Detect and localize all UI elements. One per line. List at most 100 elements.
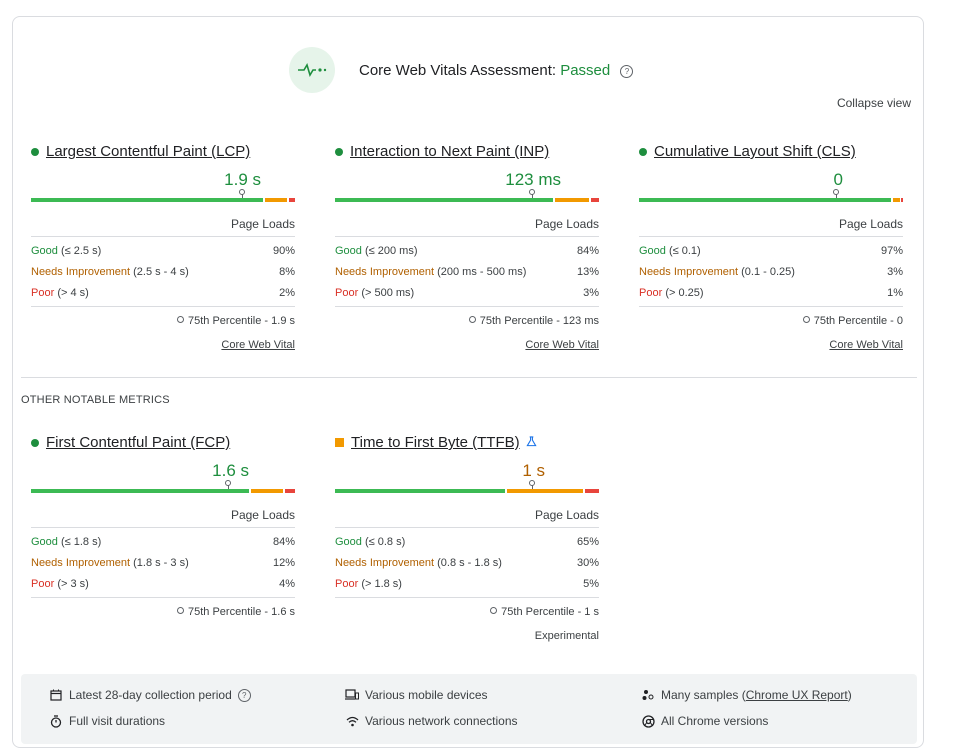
- metric-title: Time to First Byte (TTFB): [335, 434, 537, 451]
- metric-name-link[interactable]: Interaction to Next Paint (INP): [350, 143, 550, 160]
- help-icon[interactable]: ?: [237, 688, 251, 702]
- pin-icon: [468, 316, 476, 323]
- good-label: Good: [31, 245, 58, 257]
- poor-percent: 3%: [583, 287, 599, 299]
- percentile-label: 75th Percentile - 1.9 s: [176, 315, 295, 327]
- poor-percent: 1%: [887, 287, 903, 299]
- devices-text: Various mobile devices: [365, 688, 488, 702]
- metric-title: Largest Contentful Paint (LCP): [31, 143, 250, 160]
- percentile-text: 75th Percentile - 1.9 s: [187, 315, 295, 327]
- needs-improvement-percent: 13%: [576, 266, 599, 278]
- needs-improvement-range: (0.8 s - 1.8 s): [437, 557, 502, 569]
- poor-segment: [901, 198, 903, 202]
- good-range: (≤ 0.1): [668, 245, 701, 257]
- percentile-marker-icon: [532, 484, 533, 489]
- good-percent: 65%: [576, 536, 599, 548]
- visit-durations-text: Full visit durations: [69, 714, 166, 728]
- divider: [335, 236, 599, 237]
- poor-percent: 5%: [583, 578, 599, 590]
- distribution-bar: [639, 198, 903, 202]
- divider: [31, 306, 295, 307]
- metric-inp: Interaction to Next Paint (INP) 123 ms P…: [335, 143, 599, 353]
- metric-value: 1 s: [522, 461, 545, 480]
- percentile-pin-icon: [833, 189, 839, 195]
- good-status-dot-icon: [31, 147, 39, 156]
- good-percent: 97%: [880, 245, 903, 257]
- core-web-vital-link[interactable]: Core Web Vital: [829, 339, 903, 351]
- needs-improvement-percent: 3%: [887, 266, 903, 278]
- metric-title: Interaction to Next Paint (INP): [335, 143, 549, 160]
- percentile-label: 75th Percentile - 1.6 s: [176, 606, 295, 618]
- good-percent: 84%: [272, 536, 295, 548]
- good-segment: [335, 198, 553, 202]
- metric-cls: Cumulative Layout Shift (CLS) 0 Page Loa…: [639, 143, 903, 353]
- percentile-pin-icon: [529, 480, 535, 486]
- help-icon[interactable]: ?: [620, 64, 634, 78]
- needs-improvement-row: Needs Improvement (0.8 s - 1.8 s) 30%: [335, 557, 599, 569]
- metric-name-link[interactable]: Largest Contentful Paint (LCP): [46, 143, 251, 160]
- good-row: Good (≤ 2.5 s) 90%: [31, 245, 295, 257]
- calendar-icon: [49, 688, 63, 702]
- good-percent: 84%: [576, 245, 599, 257]
- good-segment: [335, 489, 505, 493]
- metric-value: 0: [833, 170, 843, 189]
- divider: [639, 306, 903, 307]
- divider: [31, 597, 295, 598]
- chrome-ux-report-link[interactable]: Chrome UX Report: [745, 688, 848, 702]
- good-label: Good: [639, 245, 666, 257]
- page-loads-label: Page Loads: [534, 217, 599, 231]
- poor-segment: [591, 198, 599, 202]
- good-label: Good: [335, 536, 362, 548]
- collapse-view-button[interactable]: Collapse view: [836, 96, 911, 110]
- percentile-pin-icon: [529, 189, 535, 195]
- metric-title: First Contentful Paint (FCP): [31, 434, 230, 451]
- wifi-icon: [345, 714, 359, 728]
- needs-improvement-status-square-icon: [335, 438, 344, 447]
- good-status-dot-icon: [31, 438, 39, 447]
- distribution-bar: [31, 489, 295, 493]
- needs-improvement-segment: [265, 198, 287, 202]
- poor-range: (> 4 s): [57, 287, 89, 299]
- distribution-bar: [335, 198, 599, 202]
- core-web-vital-link[interactable]: Core Web Vital: [221, 339, 295, 351]
- percentile-label: 75th Percentile - 0: [802, 315, 903, 327]
- poor-row: Poor (> 1.8 s) 5%: [335, 578, 599, 590]
- pin-icon: [176, 316, 184, 323]
- needs-improvement-range: (2.5 s - 4 s): [133, 266, 189, 278]
- poor-row: Poor (> 3 s) 4%: [31, 578, 295, 590]
- good-range: (≤ 0.8 s): [364, 536, 406, 548]
- divider: [335, 597, 599, 598]
- needs-improvement-segment: [893, 198, 900, 202]
- needs-improvement-row: Needs Improvement (200 ms - 500 ms) 13%: [335, 266, 599, 278]
- needs-improvement-row: Needs Improvement (0.1 - 0.25) 3%: [639, 266, 903, 278]
- network: Various network connections: [345, 714, 518, 728]
- page-loads-label: Page Loads: [534, 508, 599, 522]
- metric-name-link[interactable]: Time to First Byte (TTFB): [351, 434, 520, 451]
- needs-improvement-segment: [555, 198, 589, 202]
- pin-icon: [802, 316, 810, 323]
- chrome-versions: All Chrome versions: [641, 714, 768, 728]
- needs-improvement-percent: 12%: [272, 557, 295, 569]
- poor-range: (> 0.25): [665, 287, 704, 299]
- assessment-status: Passed: [560, 62, 611, 79]
- core-web-vitals-card: Core Web Vitals Assessment: Passed ? Col…: [12, 16, 924, 748]
- pulse-icon: [289, 47, 335, 93]
- pin-icon: [490, 607, 498, 614]
- poor-percent: 4%: [279, 578, 295, 590]
- poor-segment: [585, 489, 599, 493]
- good-row: Good (≤ 1.8 s) 84%: [31, 536, 295, 548]
- core-web-vital-link[interactable]: Core Web Vital: [525, 339, 599, 351]
- percentile-label: 75th Percentile - 1 s: [490, 606, 599, 618]
- metric-name-link[interactable]: First Contentful Paint (FCP): [46, 434, 231, 451]
- flask-icon: [526, 434, 537, 451]
- poor-label: Poor: [335, 578, 359, 590]
- needs-improvement-range: (1.8 s - 3 s): [133, 557, 189, 569]
- page-loads-label: Page Loads: [230, 508, 295, 522]
- percentile-text: 75th Percentile - 1 s: [501, 606, 599, 618]
- percentile-text: 75th Percentile - 1.6 s: [187, 606, 295, 618]
- assessment-title-prefix: Core Web Vitals Assessment:: [359, 62, 561, 79]
- divider: [31, 527, 295, 528]
- needs-improvement-range: (0.1 - 0.25): [741, 266, 795, 278]
- page-loads-label: Page Loads: [838, 217, 903, 231]
- metric-name-link[interactable]: Cumulative Layout Shift (CLS): [654, 143, 856, 160]
